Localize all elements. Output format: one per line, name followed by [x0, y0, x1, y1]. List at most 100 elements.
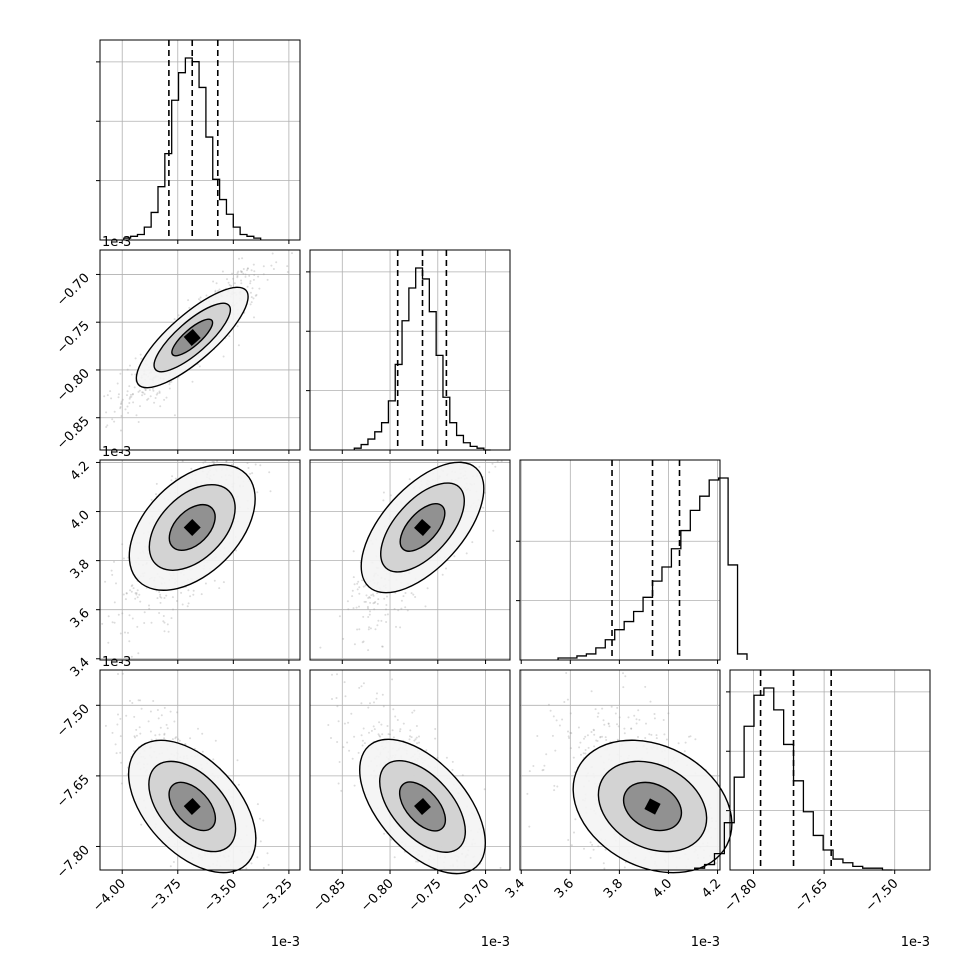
scatter-point: [191, 380, 194, 383]
scatter-point: [132, 587, 135, 590]
scatter-point: [663, 733, 666, 736]
scatter-point: [414, 596, 417, 598]
scatter-point: [411, 711, 414, 714]
scatter-point: [113, 560, 115, 563]
scatter-point: [132, 401, 135, 404]
scatter-point: [246, 285, 249, 288]
scatter-point: [353, 643, 356, 646]
scatter-point: [165, 594, 168, 597]
scatter-point: [344, 695, 347, 698]
scatter-point: [536, 735, 539, 737]
scatter-point: [143, 622, 146, 624]
scatter-point: [111, 731, 114, 734]
scatter-point: [113, 420, 116, 423]
scatter-point: [148, 607, 151, 610]
scatter-point: [158, 733, 161, 736]
scatter-point: [149, 710, 152, 713]
scatter-point: [363, 742, 366, 745]
scatter-point: [160, 714, 163, 717]
scatter-point: [149, 730, 152, 733]
scatter-point: [186, 605, 189, 608]
scatter-point: [173, 414, 176, 417]
scatter-point: [368, 596, 371, 598]
scatter-point: [177, 314, 180, 317]
scatter-point: [267, 863, 270, 866]
scatter-point: [140, 707, 143, 710]
scatter-point: [147, 397, 150, 400]
scatter-point: [252, 278, 255, 281]
scatter-point: [644, 737, 647, 739]
scatter-point: [137, 699, 140, 702]
scatter-point: [122, 557, 125, 560]
scatter-point: [376, 692, 378, 695]
scatter-point: [158, 591, 161, 593]
scatter-point: [367, 597, 370, 599]
scatter-point: [381, 645, 384, 648]
scatter-point: [141, 391, 144, 394]
scatter-point: [595, 739, 598, 742]
scatter-point: [605, 739, 608, 741]
scatter-point: [248, 274, 251, 277]
scatter-point: [618, 716, 621, 719]
scatter-point: [372, 602, 375, 605]
scatter-point: [386, 613, 389, 616]
scatter-point: [105, 426, 108, 428]
scatter-point: [147, 720, 150, 723]
scatter-point: [168, 383, 171, 386]
scatter-point: [142, 391, 145, 394]
scatter-point: [368, 626, 371, 629]
scatter-point: [158, 391, 161, 394]
scatter-point: [384, 613, 387, 616]
scatter-point: [189, 595, 192, 598]
scatter-point: [356, 628, 359, 631]
scatter-point: [225, 461, 228, 464]
scatter-point: [130, 373, 133, 376]
scatter-point: [158, 612, 161, 614]
scatter-point: [176, 600, 178, 602]
scatter-point: [380, 619, 383, 622]
scatter-point: [688, 735, 690, 738]
scatter-point: [241, 270, 243, 273]
scatter-point: [244, 275, 247, 278]
scatter-point: [153, 401, 156, 404]
scatter-point: [385, 608, 387, 611]
scatter-point: [494, 465, 497, 468]
scatter-point: [125, 592, 128, 595]
scatter-point: [155, 393, 158, 396]
scatter-point: [385, 604, 388, 606]
scatter-point: [633, 714, 636, 717]
scatter-point: [361, 744, 364, 747]
scatter-point: [163, 630, 166, 633]
scatter-point: [565, 672, 568, 674]
scatter-point: [122, 593, 125, 596]
scatter-point: [204, 582, 207, 585]
scatter-point: [366, 605, 369, 608]
scatter-point: [570, 844, 573, 847]
scatter-point: [239, 270, 242, 273]
scatter-point: [694, 738, 697, 741]
scatter-point: [381, 733, 384, 736]
scatter-point: [342, 746, 345, 749]
scatter-point: [414, 738, 417, 741]
scatter-point: [714, 862, 717, 865]
scatter-point: [677, 742, 680, 745]
scatter-point: [352, 576, 355, 579]
scatter-point: [181, 603, 184, 606]
scatter-point: [391, 678, 394, 681]
scatter-point: [129, 393, 132, 396]
scatter-point: [213, 461, 215, 464]
scatter-point: [144, 388, 147, 391]
scatter-point: [218, 288, 221, 291]
scatter-point: [361, 739, 364, 742]
scatter-point: [373, 608, 376, 611]
scatter-point: [593, 733, 596, 736]
scatter-point: [131, 702, 134, 704]
scatter-point: [171, 738, 174, 741]
scatter-point: [602, 719, 605, 722]
scatter-point: [175, 736, 178, 739]
scatter-point: [532, 765, 535, 767]
scatter-point: [202, 461, 205, 464]
scatter-point: [131, 584, 134, 587]
scatter-point: [336, 673, 338, 676]
scatter-point: [136, 596, 139, 599]
